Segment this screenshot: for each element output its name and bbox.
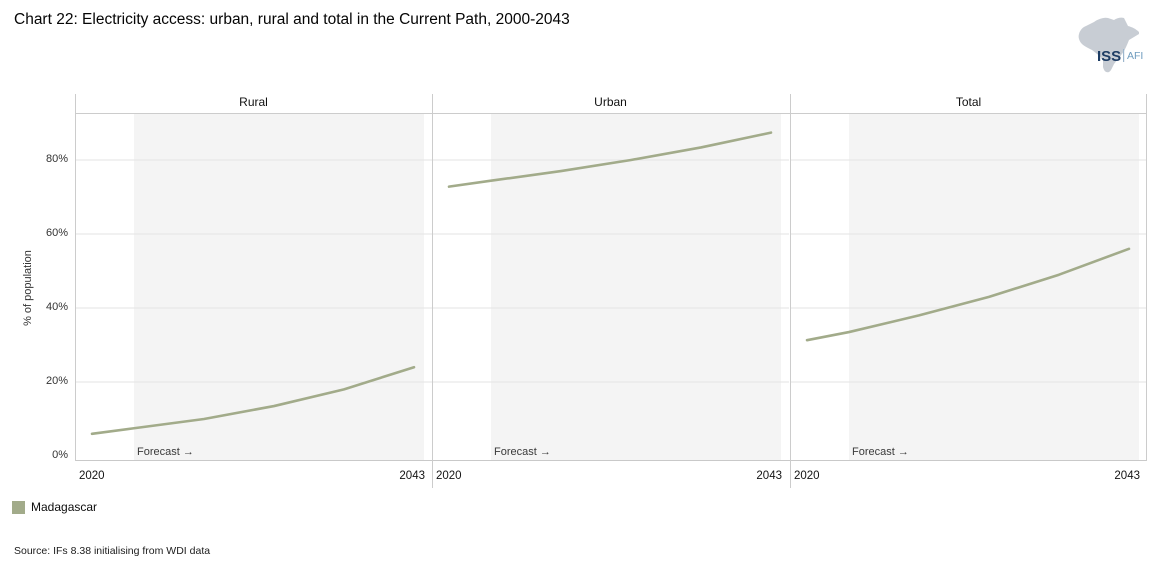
panel-title-rural: Rural xyxy=(239,95,268,109)
chart-title: Chart 22: Electricity access: urban, rur… xyxy=(14,11,570,28)
panel-border-mid2 xyxy=(790,94,791,488)
y-tick-label: 60% xyxy=(45,227,68,239)
panel: Urban Forecast → 2020 2043 xyxy=(432,94,789,486)
y-tick-label: 40% xyxy=(45,301,68,313)
forecast-band xyxy=(849,113,1139,460)
x-axis-rural: 2020 2043 xyxy=(75,460,432,486)
africa-map-icon xyxy=(1078,17,1139,73)
legend-swatch-madagascar xyxy=(12,500,25,514)
forecast-band xyxy=(491,113,781,460)
line-chart-total xyxy=(790,159,1147,383)
x-tick-end: 2043 xyxy=(756,470,782,482)
panel: Rural Forecast → 2020 2043 xyxy=(75,94,432,486)
legend-label-madagascar: Madagascar xyxy=(31,500,98,514)
forecast-label: Forecast → xyxy=(494,446,551,458)
x-tick-end: 2043 xyxy=(1114,470,1140,482)
x-axis-line xyxy=(75,460,1147,461)
y-tick-label: 0% xyxy=(52,449,68,461)
iss-afi-logo: ISS AFI xyxy=(1076,12,1150,76)
logo-afi-text: AFI xyxy=(1127,50,1143,62)
panel-title-total: Total xyxy=(955,95,982,109)
x-tick-end: 2043 xyxy=(399,470,425,482)
plot-area-total: Forecast → xyxy=(790,113,1147,460)
panel-title-urban: Urban xyxy=(594,95,627,109)
line-chart-urban xyxy=(432,131,789,383)
plot-area-urban: Forecast → xyxy=(432,113,789,460)
logo-divider xyxy=(1123,49,1125,62)
y-axis-title: % of population xyxy=(22,250,34,326)
header-divider-line xyxy=(75,113,1147,114)
forecast-label: Forecast → xyxy=(852,446,909,458)
x-tick-start: 2020 xyxy=(436,470,462,482)
panel: Total Forecast → 2020 2043 xyxy=(790,94,1147,486)
x-axis-total: 2020 2043 xyxy=(790,460,1147,486)
panel-border-left xyxy=(75,94,76,461)
panel-border-mid1 xyxy=(432,94,433,488)
x-tick-start: 2020 xyxy=(794,470,820,482)
legend: Madagascar xyxy=(12,500,97,514)
plot-area-rural: Forecast → xyxy=(75,113,432,460)
forecast-label: Forecast → xyxy=(137,446,194,458)
panel-border-right xyxy=(1146,94,1147,461)
x-axis-urban: 2020 2043 xyxy=(432,460,789,486)
source-note: Source: IFs 8.38 initialising from WDI d… xyxy=(14,545,211,557)
x-tick-start: 2020 xyxy=(79,470,105,482)
forecast-band xyxy=(134,113,424,460)
logo-iss-text: ISS xyxy=(1097,48,1121,65)
line-chart-rural xyxy=(75,159,432,436)
y-tick-label: 20% xyxy=(45,375,68,387)
y-tick-label: 80% xyxy=(45,153,68,165)
